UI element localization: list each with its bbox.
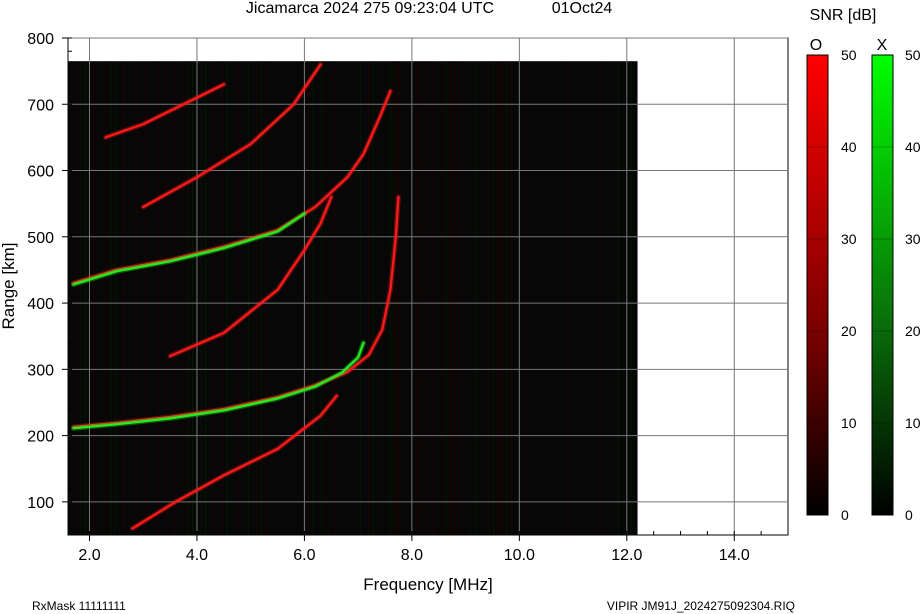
colorbar-tick-label: 10 (905, 415, 921, 431)
echo-trace-o (104, 83, 225, 139)
axis-ticks: 2.0 4.0 6.0 8.0 10.0 12.0 14.0 100 200 300 400 500 6… (27, 31, 789, 564)
colorbar-o (806, 54, 829, 516)
y-tick-label: 500 (27, 230, 54, 247)
y-tick-label: 100 (27, 495, 54, 512)
y-tick-label: 400 (27, 296, 54, 313)
colorbar-x-label: X (877, 37, 888, 54)
echo-trace-x (72, 341, 365, 430)
y-tick-label: 700 (27, 97, 54, 114)
chart-date: 01Oct24 (552, 0, 613, 17)
colorbar-tick-label: 50 (841, 47, 857, 63)
x-tick-label: 10.0 (504, 547, 535, 564)
echo-trace-x (72, 212, 306, 286)
y-axis-label: Range [km] (0, 243, 18, 330)
y-tick-label: 300 (27, 362, 54, 379)
x-tick-label: 14.0 (719, 547, 750, 564)
colorbar-o-label: O (810, 37, 822, 54)
x-tick-label: 12.0 (611, 547, 642, 564)
colorbar-tick-label: 0 (841, 507, 849, 523)
y-tick-label: 600 (27, 164, 54, 181)
file-label: VIPIR JM91J_2024275092304.RIQ (607, 599, 795, 613)
colorbar-tick-label: 40 (841, 139, 857, 155)
y-tick-label: 200 (27, 429, 54, 446)
x-tick-label: 8.0 (401, 547, 423, 564)
colorbar-x (871, 54, 894, 516)
noise-texture (76, 61, 632, 535)
colorbar-ticks: 0 0 10 10 20 20 30 30 40 40 50 50 (807, 47, 921, 523)
x-tick-label: 6.0 (293, 547, 315, 564)
colorbar-tick-label: 50 (905, 47, 921, 63)
chart-title: Jicamarca 2024 275 09:23:04 UTC (246, 0, 494, 17)
echo-traces (70, 62, 401, 531)
colorbar-tick-label: 10 (841, 415, 857, 431)
echo-trace-o (131, 394, 338, 530)
echo-data-area (68, 61, 638, 536)
echo-trace-o (169, 195, 333, 358)
x-tick-label: 2.0 (78, 547, 100, 564)
colorbar-tick-label: 30 (905, 231, 921, 247)
echo-trace-o (142, 63, 322, 209)
colorbar-title: SNR [dB] (810, 7, 877, 24)
colorbar-tick-label: 40 (905, 139, 921, 155)
colorbar-tick-label: 20 (841, 323, 857, 339)
x-axis-label: Frequency [MHz] (363, 575, 492, 594)
x-tick-label: 4.0 (186, 547, 208, 564)
rxmask-label: RxMask 11111111 (32, 599, 126, 613)
colorbar-tick-label: 0 (905, 507, 913, 523)
grid (68, 37, 788, 535)
colorbar-tick-label: 30 (841, 231, 857, 247)
y-tick-label: 800 (27, 31, 54, 48)
colorbar-tick-label: 20 (905, 323, 921, 339)
